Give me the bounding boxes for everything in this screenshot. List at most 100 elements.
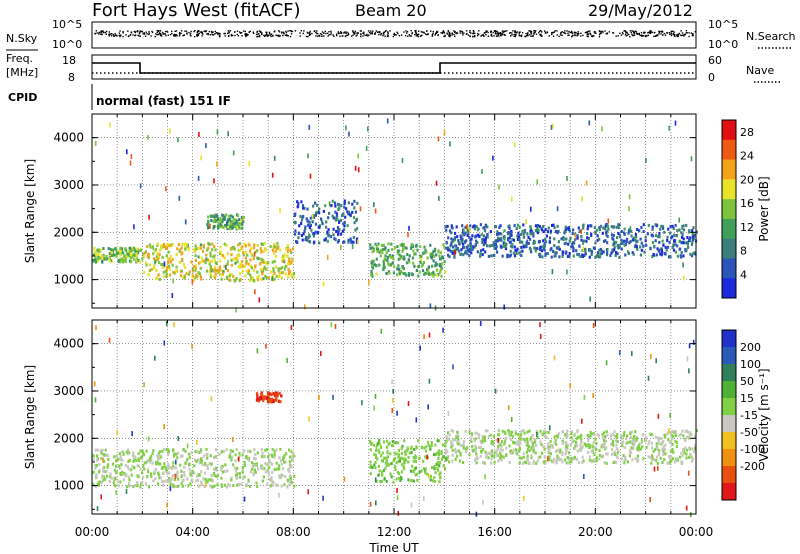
echo-cell <box>560 457 563 461</box>
echo-cell <box>251 461 254 465</box>
echo-cell <box>625 240 628 243</box>
echo-cell <box>260 455 264 459</box>
noise-point <box>421 31 424 33</box>
noise-point <box>148 33 150 36</box>
noise-point <box>577 31 579 33</box>
colorbar-tick-label: -200 <box>740 460 765 473</box>
echo-cell <box>527 236 530 239</box>
echo-cell <box>496 230 499 234</box>
echo-cell <box>535 444 538 447</box>
echo-cell <box>243 475 246 479</box>
echo-cell <box>306 238 309 242</box>
echo-cell <box>314 222 318 226</box>
echo-cell <box>381 470 384 474</box>
echo-cell <box>226 219 229 223</box>
echo-cell <box>297 201 300 205</box>
echo-cell <box>649 246 652 250</box>
echo-cell <box>201 463 204 467</box>
echo-cell <box>346 210 349 214</box>
noise-point <box>396 31 398 33</box>
echo-cell <box>266 262 269 266</box>
echo-cell <box>507 405 510 411</box>
echo-cell <box>520 456 523 460</box>
echo-cell <box>254 470 257 474</box>
echo-cell <box>149 245 152 249</box>
echo-cell <box>669 231 672 235</box>
echo-cell <box>442 464 445 468</box>
echo-cell <box>369 465 372 469</box>
echo-cell <box>288 448 291 452</box>
echo-cell <box>92 470 95 474</box>
echo-cell <box>204 482 207 487</box>
echo-cell <box>659 436 663 440</box>
echo-cell <box>448 433 451 437</box>
echo-cell <box>250 247 253 250</box>
noise-point <box>96 32 98 34</box>
echo-cell <box>351 202 354 206</box>
noise-point <box>94 33 97 35</box>
echo-cell <box>444 444 447 448</box>
echo-cell <box>126 452 129 456</box>
echo-cell <box>229 272 232 276</box>
echo-cell <box>601 231 604 235</box>
noise-point <box>290 30 292 32</box>
echo-cell <box>613 434 616 438</box>
echo-cell <box>142 254 145 258</box>
echo-cell <box>268 392 271 396</box>
echo-cell <box>260 397 263 401</box>
noise-point <box>580 32 582 34</box>
echo-cell <box>238 279 241 283</box>
echo-cell <box>542 244 545 248</box>
echo-cell <box>207 241 210 245</box>
noise-point <box>287 30 289 32</box>
echo-cell <box>507 432 510 435</box>
echo-cell <box>437 439 441 443</box>
echo-cell <box>153 470 156 474</box>
noise-point <box>156 30 158 32</box>
echo-cell <box>508 434 511 438</box>
echo-cell <box>569 383 571 389</box>
noise-point <box>506 30 508 32</box>
echo-cell <box>154 355 156 361</box>
echo-cell <box>666 245 670 249</box>
echo-cell <box>616 451 619 455</box>
echo-cell <box>308 233 311 237</box>
echo-cell <box>497 236 500 240</box>
echo-cell <box>302 206 305 210</box>
echo-cell <box>227 131 229 137</box>
noise-point <box>563 32 566 34</box>
noise-point <box>480 35 482 37</box>
echo-cell <box>631 458 634 462</box>
noise-point <box>201 31 203 33</box>
echo-cell <box>392 388 394 394</box>
echo-cell <box>157 457 160 461</box>
echo-cell <box>256 348 259 354</box>
echo-cell <box>456 430 459 434</box>
echo-cell <box>338 228 341 232</box>
echo-cell <box>379 254 382 258</box>
echo-cell <box>504 432 507 436</box>
echo-cell <box>313 240 316 244</box>
echo-cell <box>396 487 398 493</box>
noise-point <box>521 32 524 34</box>
echo-cell <box>512 448 515 452</box>
echo-cell <box>689 454 692 458</box>
echo-cell <box>378 263 381 267</box>
echo-cell <box>530 448 533 451</box>
noise-point <box>691 34 694 37</box>
echo-cell <box>474 243 477 247</box>
echo-cell <box>416 248 419 252</box>
echo-cell <box>568 229 571 233</box>
echo-cell <box>565 448 568 451</box>
echo-cell <box>316 210 319 214</box>
echo-cell <box>502 455 505 459</box>
echo-cell <box>230 253 233 257</box>
echo-cell <box>308 226 311 230</box>
echo-cell <box>539 245 542 249</box>
noise-point <box>631 30 633 32</box>
noise-point <box>246 34 248 37</box>
echo-cell <box>226 252 229 256</box>
echo-cell <box>529 437 532 441</box>
noise-point <box>100 30 102 32</box>
echo-cell <box>342 222 345 226</box>
